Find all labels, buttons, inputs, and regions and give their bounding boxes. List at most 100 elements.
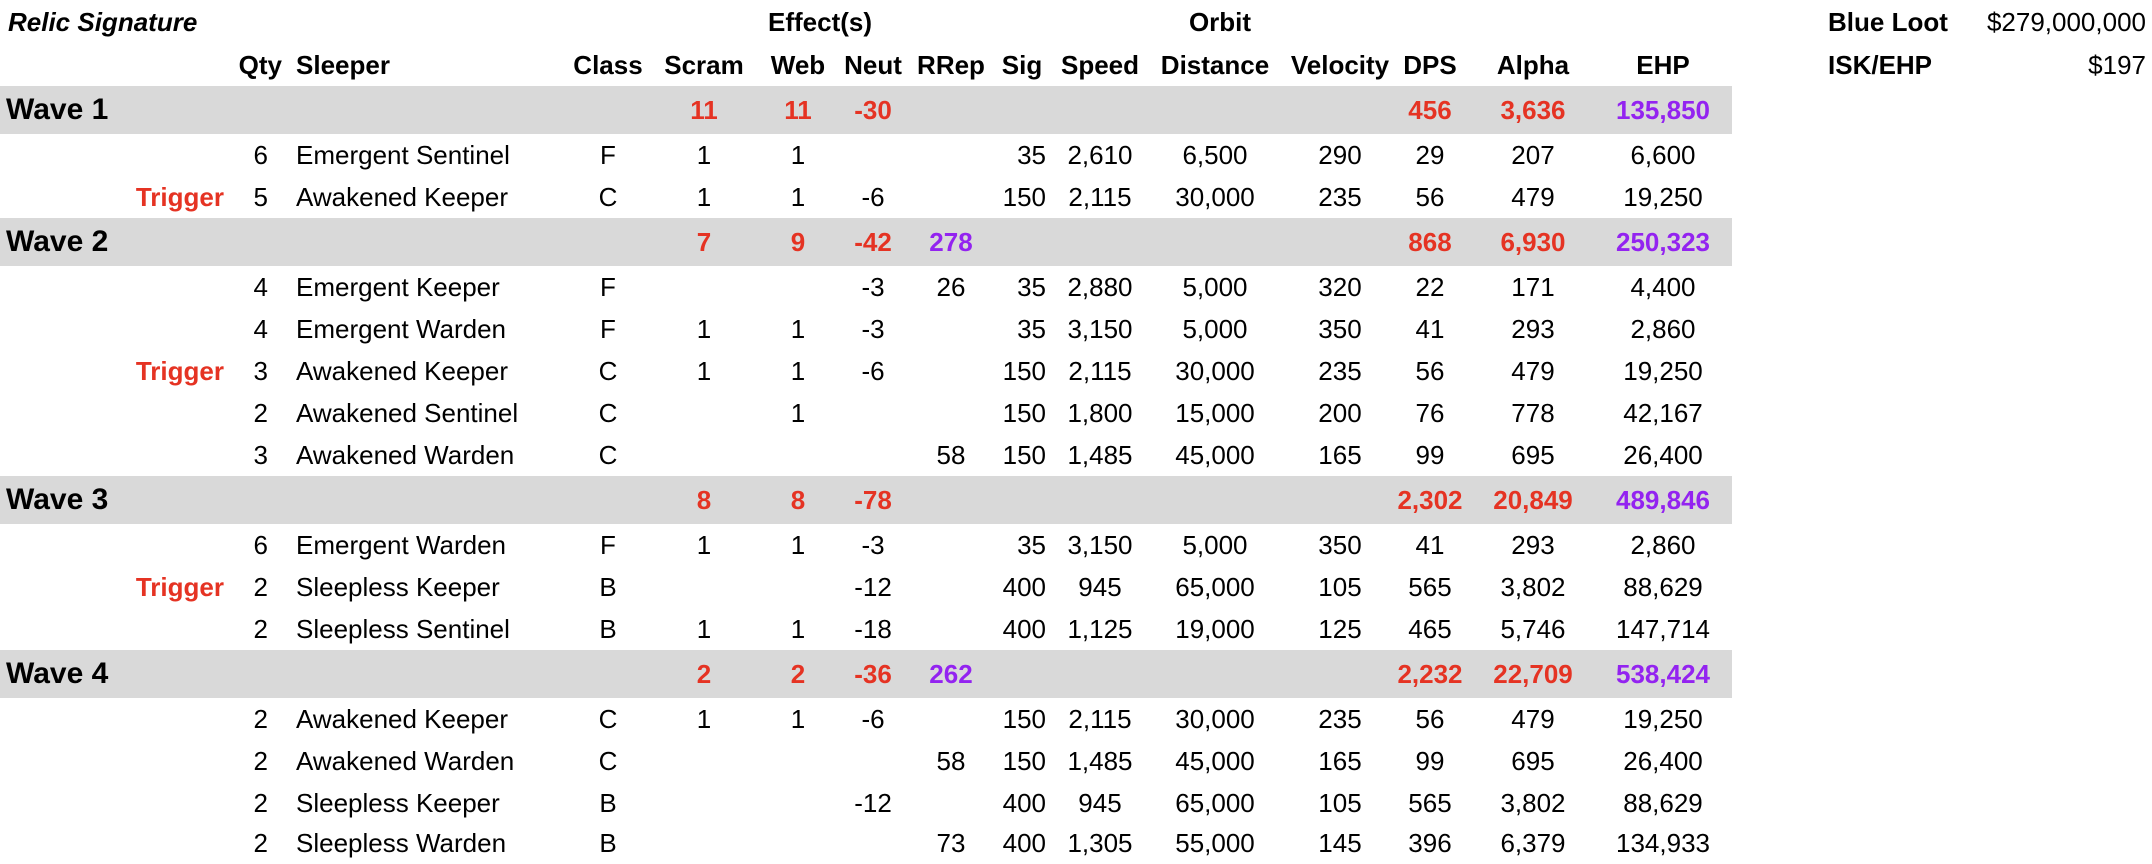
cell-alpha: 479 xyxy=(1511,356,1555,386)
cell-class: C xyxy=(598,746,618,776)
cell-sig: 35 xyxy=(1017,530,1046,560)
wave-band xyxy=(0,218,1732,266)
cell-sig: 35 xyxy=(1017,272,1046,302)
cell-ehp: 42,167 xyxy=(1623,398,1703,428)
cell-scram xyxy=(654,822,754,864)
cell-sig: 400 xyxy=(1002,614,1046,644)
cell-sleeper: Awakened Warden xyxy=(296,746,515,776)
cell-dps: 465 xyxy=(1408,614,1452,644)
wave-total-scram: 7 xyxy=(696,227,712,257)
wave-total-rrep xyxy=(901,86,1001,134)
cell-velocity: 125 xyxy=(1318,614,1362,644)
cell-neut: -6 xyxy=(861,356,885,386)
cell-web: 1 xyxy=(790,704,806,734)
cell-velocity: 105 xyxy=(1318,788,1362,818)
cell-velocity: 165 xyxy=(1318,746,1362,776)
wave-total-scram: 11 xyxy=(690,95,718,125)
cell-scram xyxy=(654,266,754,308)
cell-class: F xyxy=(600,140,616,170)
cell-neut: -3 xyxy=(861,272,885,302)
cell-sig: 150 xyxy=(1002,398,1046,428)
cell-sleeper: Awakened Sentinel xyxy=(296,398,519,428)
cell-neut: -3 xyxy=(861,530,885,560)
cell-web: 1 xyxy=(790,614,806,644)
cell-speed: 2,115 xyxy=(1068,356,1132,386)
cell-distance: 30,000 xyxy=(1175,356,1255,386)
cell-sleeper: Awakened Warden xyxy=(296,440,515,470)
trigger-label xyxy=(100,822,224,864)
cell-class: B xyxy=(599,614,617,644)
cell-ehp: 19,250 xyxy=(1623,182,1703,212)
cell-neut: -18 xyxy=(854,614,892,644)
cell-velocity: 200 xyxy=(1318,398,1362,428)
cell-sleeper: Emergent Sentinel xyxy=(296,140,510,170)
cell-class: C xyxy=(598,182,618,212)
cell-scram xyxy=(654,566,754,608)
cell-scram: 1 xyxy=(696,140,712,170)
cell-neut: -12 xyxy=(854,572,892,602)
cell-velocity: 145 xyxy=(1318,828,1362,858)
cell-sleeper: Sleepless Keeper xyxy=(296,572,500,602)
cell-distance: 5,000 xyxy=(1182,530,1248,560)
cell-alpha: 3,802 xyxy=(1500,572,1566,602)
cell-qty: 2 xyxy=(253,704,268,734)
cell-speed: 945 xyxy=(1078,572,1122,602)
cell-alpha: 207 xyxy=(1511,140,1555,170)
sheet-title: Relic Signature xyxy=(8,7,198,37)
col-header-sig: Sig xyxy=(1001,50,1043,80)
trigger-label xyxy=(100,698,224,740)
cell-web: 1 xyxy=(790,182,806,212)
cell-scram xyxy=(654,434,754,476)
trigger-label xyxy=(100,392,224,434)
cell-sig: 400 xyxy=(1002,788,1046,818)
cell-sleeper: Sleepless Sentinel xyxy=(296,614,510,644)
cell-scram: 1 xyxy=(696,356,712,386)
col-header-speed: Speed xyxy=(1060,50,1140,80)
cell-sleeper: Sleepless Keeper xyxy=(296,788,500,818)
wave-total-alpha: 22,709 xyxy=(1493,659,1573,689)
cell-qty: 2 xyxy=(253,572,268,602)
cell-speed: 2,115 xyxy=(1068,704,1132,734)
cell-ehp: 147,714 xyxy=(1616,614,1710,644)
cell-rrep: 58 xyxy=(936,440,966,470)
cell-sig: 35 xyxy=(1017,314,1046,344)
cell-qty: 4 xyxy=(253,272,268,302)
cell-alpha: 293 xyxy=(1511,314,1555,344)
cell-alpha: 695 xyxy=(1511,746,1555,776)
cell-scram xyxy=(654,392,754,434)
trigger-label xyxy=(100,308,224,350)
cell-qty: 2 xyxy=(253,788,268,818)
col-header-class: Class xyxy=(573,50,643,80)
wave-total-rrep xyxy=(901,476,1001,524)
cell-qty: 6 xyxy=(253,530,268,560)
wave-title: Wave 1 xyxy=(6,93,109,126)
cell-ehp: 26,400 xyxy=(1623,746,1703,776)
cell-qty: 4 xyxy=(253,314,268,344)
cell-alpha: 479 xyxy=(1511,704,1555,734)
cell-sleeper: Emergent Warden xyxy=(296,314,507,344)
isk-ehp-label: ISK/EHP xyxy=(1828,50,1933,80)
cell-ehp: 88,629 xyxy=(1623,788,1703,818)
trigger-label xyxy=(100,782,224,824)
cell-neut: -6 xyxy=(861,182,885,212)
cell-speed: 1,305 xyxy=(1067,828,1133,858)
cell-dps: 396 xyxy=(1408,828,1452,858)
cell-rrep: 73 xyxy=(936,828,966,858)
cell-distance: 65,000 xyxy=(1175,788,1255,818)
cell-alpha: 293 xyxy=(1511,530,1555,560)
col-header-alpha: Alpha xyxy=(1496,50,1570,80)
cell-sig: 150 xyxy=(1002,440,1046,470)
cell-alpha: 695 xyxy=(1511,440,1555,470)
cell-scram: 1 xyxy=(696,182,712,212)
cell-velocity: 235 xyxy=(1318,182,1362,212)
cell-sleeper: Awakened Keeper xyxy=(296,182,509,212)
cell-class: F xyxy=(600,314,616,344)
cell-speed: 1,485 xyxy=(1067,440,1133,470)
cell-ehp: 6,600 xyxy=(1630,140,1696,170)
wave-total-neut: -30 xyxy=(854,95,892,125)
trigger-label xyxy=(100,134,224,176)
wave-title: Wave 4 xyxy=(6,657,109,690)
cell-distance: 6,500 xyxy=(1182,140,1248,170)
cell-class: B xyxy=(599,788,617,818)
